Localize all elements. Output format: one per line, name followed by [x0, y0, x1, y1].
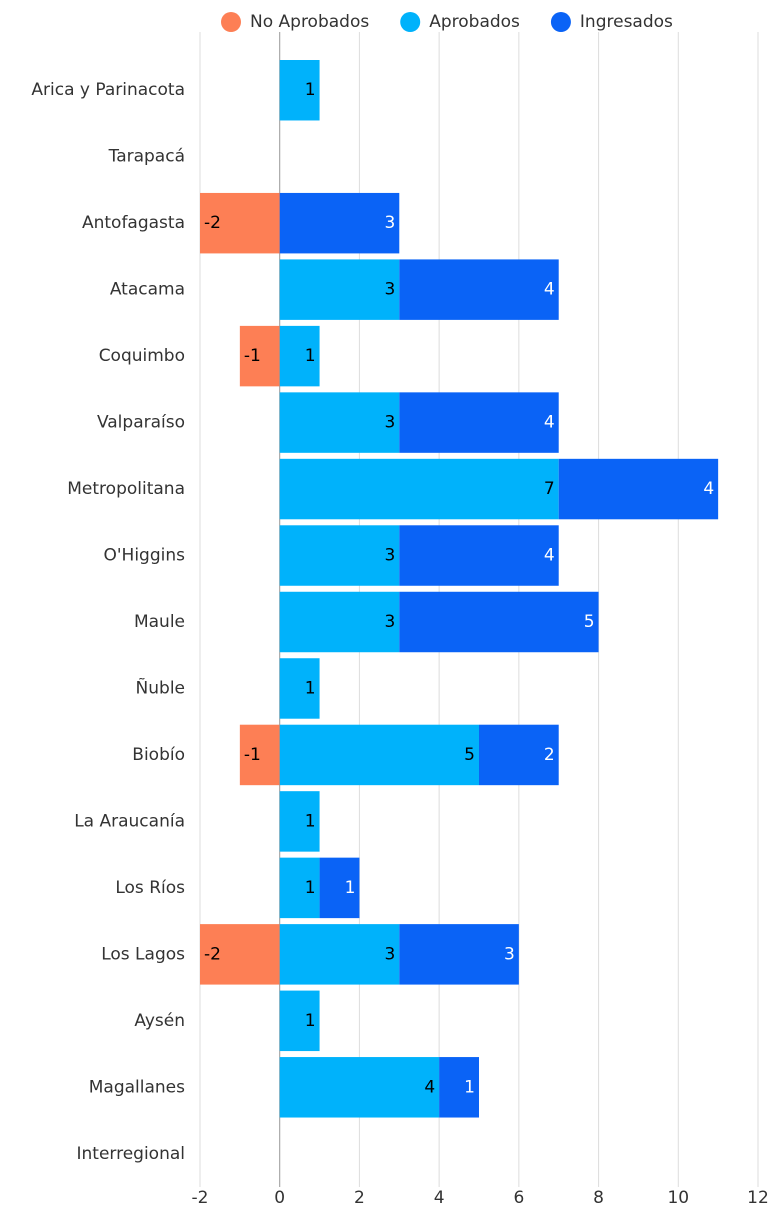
bar [279, 924, 400, 985]
bar [279, 192, 400, 254]
bar [279, 259, 400, 320]
data-label: 2 [544, 745, 555, 765]
data-label: 4 [703, 479, 714, 499]
y-tick-label: Arica y Parinacota [31, 80, 185, 100]
bar [239, 325, 280, 387]
y-tick-label: Antofagasta [82, 213, 185, 233]
data-label: 5 [584, 612, 595, 632]
bar [279, 990, 320, 1052]
data-label: 3 [504, 944, 515, 964]
bar [279, 591, 400, 653]
data-label: -1 [244, 745, 261, 765]
legend-swatch [400, 12, 421, 32]
x-tick-label: 12 [747, 1188, 769, 1208]
data-label: 1 [305, 811, 316, 831]
bar [479, 724, 559, 786]
legend-label: No Aprobados [250, 12, 369, 32]
bar [399, 924, 519, 985]
data-label: 4 [544, 280, 555, 300]
bar [399, 525, 559, 586]
bar [279, 60, 320, 121]
bar [279, 458, 559, 520]
data-label: 3 [384, 546, 395, 566]
legend-swatch [221, 12, 241, 32]
bar [239, 724, 280, 786]
bar [279, 1057, 440, 1118]
data-label: 4 [544, 413, 555, 433]
x-tick-label: 10 [667, 1188, 689, 1208]
data-label: 3 [384, 413, 395, 433]
y-tick-label: Biobío [132, 745, 185, 765]
y-tick-label: O'Higgins [104, 546, 186, 566]
bar [279, 392, 400, 453]
data-label: 4 [544, 546, 555, 566]
x-tick-label: 2 [354, 1188, 365, 1208]
bar [399, 259, 559, 320]
data-label: 1 [464, 1077, 475, 1097]
y-tick-label: Tarapacá [108, 147, 185, 167]
y-tick-label: Los Ríos [115, 878, 185, 898]
data-label: -2 [204, 213, 221, 233]
y-tick-label: Interregional [76, 1144, 185, 1164]
y-tick-label: Maule [134, 612, 185, 632]
bar [279, 724, 479, 786]
data-label: 3 [384, 213, 395, 233]
y-tick-label: Atacama [110, 280, 185, 300]
bar [279, 791, 320, 852]
bar [279, 857, 320, 919]
y-tick-label: Coquimbo [99, 346, 185, 366]
data-label: -2 [204, 944, 221, 964]
bar [558, 458, 719, 520]
y-tick-label: Metropolitana [67, 479, 185, 499]
legend-label: Ingresados [580, 12, 673, 32]
bar [439, 1057, 479, 1118]
bar [319, 857, 360, 919]
bar [279, 525, 400, 586]
data-label: 1 [305, 346, 316, 366]
data-label: 7 [544, 479, 555, 499]
data-label: 5 [464, 745, 475, 765]
data-label: 3 [384, 944, 395, 964]
y-tick-label: Los Lagos [101, 944, 185, 964]
x-tick-label: -2 [192, 1188, 209, 1208]
x-tick-label: 6 [513, 1188, 524, 1208]
data-label: 1 [305, 678, 316, 698]
bar [279, 658, 320, 719]
data-label: 1 [305, 80, 316, 100]
bar [200, 924, 280, 985]
y-tick-label: La Araucanía [74, 811, 185, 831]
x-tick-label: 8 [593, 1188, 604, 1208]
data-label: -1 [244, 346, 261, 366]
data-label: 4 [424, 1077, 435, 1097]
data-label: 1 [305, 878, 316, 898]
bar [279, 325, 320, 387]
data-label: 1 [345, 878, 356, 898]
data-label: 1 [305, 1011, 316, 1031]
y-tick-label: Aysén [134, 1011, 185, 1031]
legend-label: Aprobados [429, 12, 520, 32]
bar [399, 392, 559, 453]
y-tick-label: Ñuble [136, 676, 185, 698]
legend-swatch [550, 12, 571, 32]
x-tick-label: 0 [274, 1188, 285, 1208]
bar [399, 591, 599, 653]
data-label: 3 [384, 612, 395, 632]
bar [200, 192, 280, 254]
data-label: 3 [384, 280, 395, 300]
x-tick-label: 4 [434, 1188, 445, 1208]
y-tick-label: Valparaíso [97, 413, 185, 433]
y-tick-label: Magallanes [89, 1077, 185, 1097]
